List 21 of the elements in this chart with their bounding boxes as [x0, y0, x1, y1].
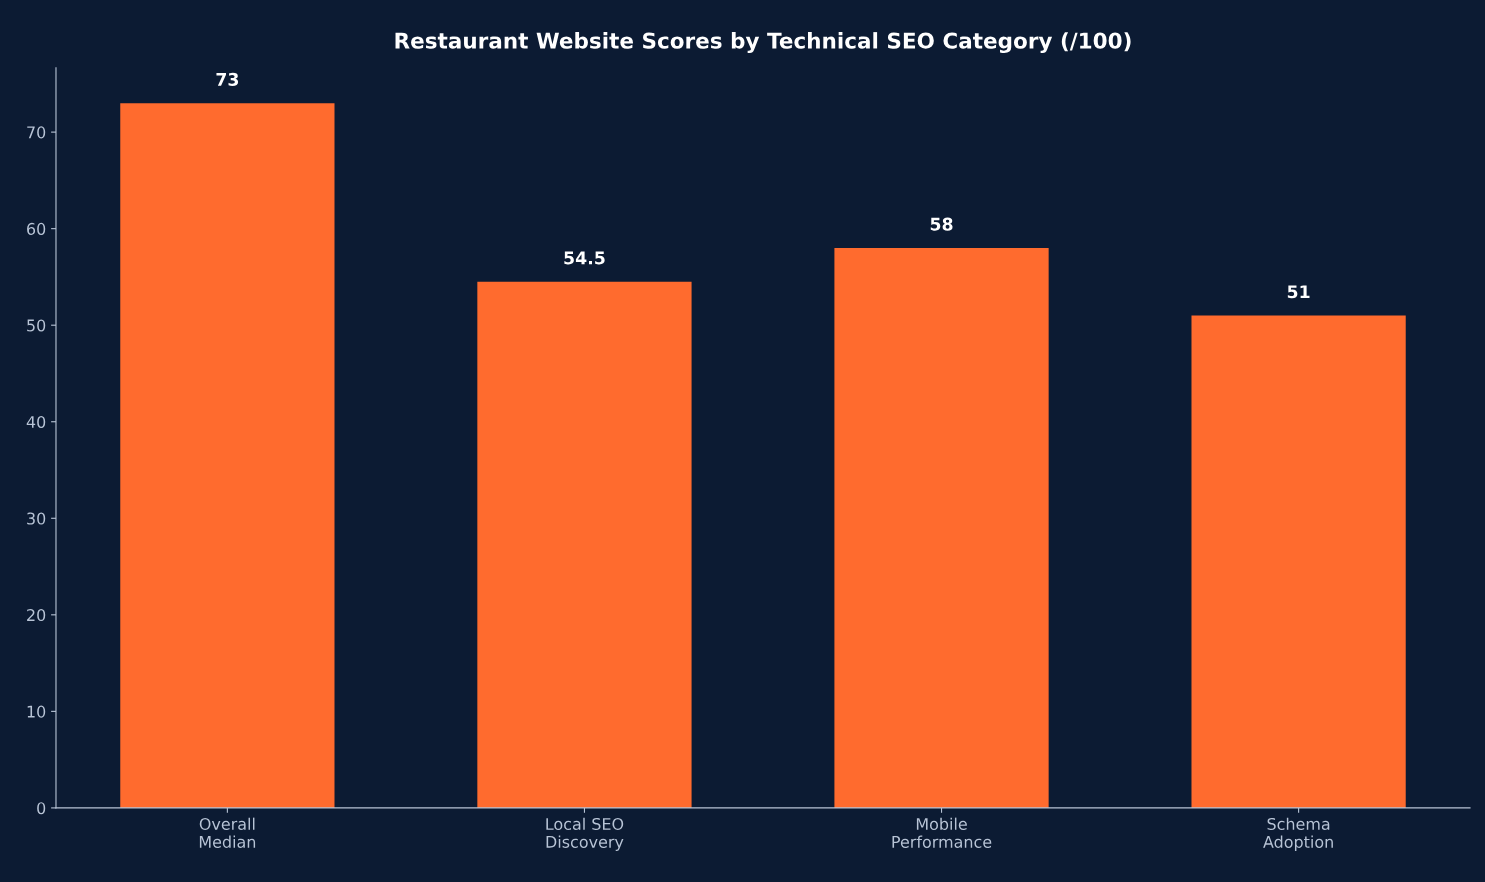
data-label: 51 — [1287, 285, 1310, 299]
data-label: 73 — [216, 72, 239, 86]
y-tick-label: 60 — [27, 222, 46, 235]
bar — [1191, 315, 1406, 808]
data-label: 54.5 — [564, 251, 605, 265]
bar — [477, 281, 692, 808]
x-tick-label: Schema Adoption — [1263, 817, 1333, 851]
x-tick-label: Overall Median — [199, 817, 256, 848]
y-tick-label: 40 — [26, 415, 46, 429]
y-tick-label: 70 — [27, 126, 46, 139]
x-tick-label: Local SEO Discovery — [546, 817, 624, 851]
y-tick-label: 50 — [27, 319, 46, 332]
chart-title: Restaurant Website Scores by Technical SEO Category (/100) — [395, 32, 1131, 54]
bar — [834, 247, 1049, 808]
data-label: 58 — [930, 217, 953, 231]
bar — [120, 103, 335, 808]
y-tick-label: 30 — [27, 512, 46, 525]
y-tick-label: 20 — [27, 609, 46, 622]
y-tick-label: 10 — [27, 705, 46, 718]
x-tick-label: Mobile Performance — [892, 817, 992, 848]
y-tick-label: 0 — [37, 802, 46, 815]
